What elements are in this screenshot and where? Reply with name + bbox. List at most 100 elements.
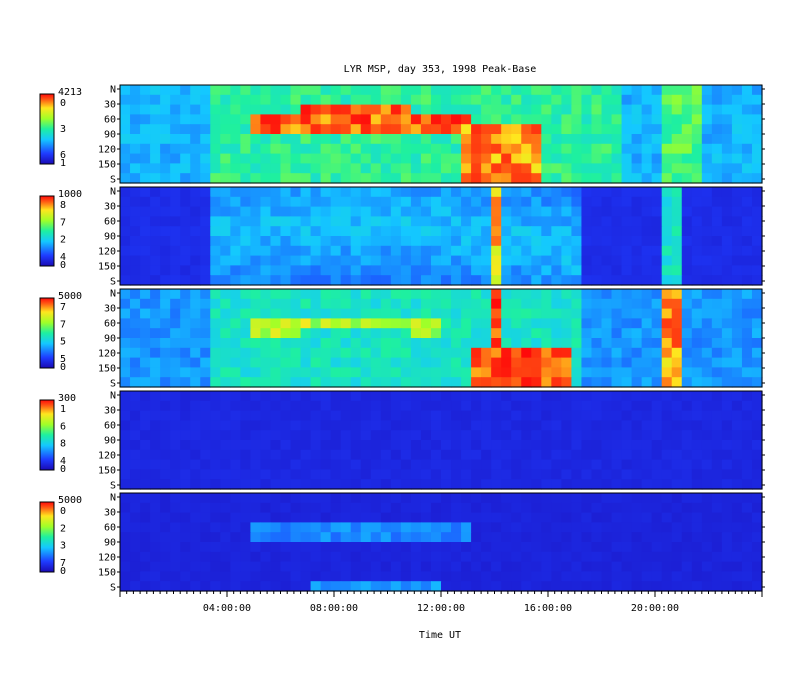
heatmap-cell: [551, 469, 562, 480]
heatmap-cell: [360, 255, 372, 266]
heatmap-cell: [380, 275, 392, 286]
heatmap-cell: [521, 581, 532, 592]
heatmap-cell: [681, 522, 693, 533]
heatmap-cell: [260, 173, 272, 184]
heatmap-cell: [300, 479, 312, 490]
heatmap-cell: [711, 532, 723, 543]
heatmap-cell: [631, 561, 643, 572]
heatmap-cell: [471, 410, 482, 421]
heatmap-cell: [751, 522, 763, 533]
heatmap-cell: [310, 255, 322, 266]
heatmap-cell: [360, 400, 372, 412]
heatmap-cell: [220, 245, 231, 257]
heatmap-cell: [190, 367, 201, 378]
heatmap-cell: [120, 532, 131, 543]
heatmap-cell: [451, 245, 462, 257]
heatmap-cell: [451, 367, 462, 378]
heatmap-cell: [681, 226, 693, 237]
heatmap-cell: [621, 318, 633, 329]
heatmap-cell: [220, 275, 231, 286]
heatmap-cell: [270, 196, 282, 208]
heatmap-cell: [220, 512, 231, 523]
heatmap-cell: [451, 532, 462, 543]
heatmap-cell: [300, 542, 312, 553]
heatmap-cell: [721, 298, 733, 310]
heatmap-cell: [200, 357, 211, 368]
heatmap-cell: [731, 289, 743, 300]
heatmap-cell: [240, 338, 252, 349]
heatmap-cell: [671, 440, 683, 451]
heatmap-cell: [210, 104, 221, 115]
heatmap-cell: [130, 430, 141, 441]
heatmap-cell: [330, 265, 342, 276]
heatmap-cell: [150, 430, 161, 441]
heatmap-cell: [250, 163, 262, 174]
colorbar-tick-label: 8: [60, 439, 66, 450]
heatmap-cell: [300, 187, 312, 198]
heatmap-cell: [280, 338, 292, 349]
heatmap-cell: [230, 347, 241, 359]
heatmap-cell: [441, 367, 452, 378]
y-tick-label: 120: [98, 451, 116, 462]
heatmap-cell: [310, 308, 322, 319]
heatmap-cell: [501, 571, 512, 582]
heatmap-cell: [250, 410, 262, 421]
heatmap-cell: [220, 308, 231, 319]
heatmap-cell: [390, 469, 402, 480]
heatmap-cell: [591, 542, 603, 553]
heatmap-cell: [320, 143, 332, 155]
heatmap-cell: [290, 114, 302, 125]
heatmap-cell: [400, 502, 412, 514]
heatmap-cell: [711, 420, 723, 431]
heatmap-cell: [531, 469, 542, 480]
heatmap-cell: [150, 275, 161, 286]
heatmap-cell: [751, 542, 763, 553]
heatmap-cell: [541, 308, 552, 319]
heatmap-cell: [641, 114, 653, 125]
heatmap-cell: [220, 532, 231, 543]
heatmap-cell: [120, 469, 131, 480]
heatmap-cell: [320, 522, 332, 533]
heatmap-cell: [561, 571, 573, 582]
colorbar-tick-label: 0: [60, 98, 66, 109]
heatmap-cell: [190, 581, 201, 592]
heatmap-cell: [481, 226, 492, 237]
heatmap-cell: [420, 196, 432, 208]
heatmap-cell: [420, 94, 432, 106]
heatmap-cell: [370, 347, 382, 359]
heatmap-cell: [611, 420, 623, 431]
heatmap-cell: [731, 561, 743, 572]
heatmap-cell: [370, 493, 382, 504]
heatmap-cell: [721, 216, 733, 227]
heatmap-cell: [751, 367, 763, 378]
heatmap-cell: [230, 196, 241, 208]
heatmap-cell: [441, 532, 452, 543]
heatmap-cell: [380, 134, 392, 145]
heatmap-cell: [721, 85, 733, 96]
heatmap-cell: [691, 153, 703, 164]
heatmap-cell: [160, 196, 171, 208]
heatmap-cell: [150, 226, 161, 237]
heatmap-cell: [360, 377, 372, 388]
heatmap-cell: [591, 104, 603, 115]
heatmap-cell: [671, 502, 683, 514]
heatmap-cell: [631, 114, 643, 125]
heatmap-cell: [521, 493, 532, 504]
heatmap-cell: [531, 551, 542, 563]
heatmap-cell: [180, 542, 191, 553]
heatmap-cell: [220, 410, 231, 421]
heatmap-cell: [360, 542, 372, 553]
heatmap-cell: [501, 236, 512, 247]
heatmap-cell: [741, 571, 753, 582]
heatmap-cell: [310, 522, 322, 533]
heatmap-cell: [340, 143, 352, 155]
heatmap-cell: [420, 581, 432, 592]
heatmap-cell: [310, 469, 322, 480]
y-tick-label: 120: [98, 349, 116, 360]
heatmap-cell: [370, 153, 382, 164]
heatmap-cell: [210, 236, 221, 247]
heatmap-cell: [260, 187, 272, 198]
heatmap-cell: [711, 347, 723, 359]
heatmap-cell: [200, 581, 211, 592]
heatmap-cell: [481, 308, 492, 319]
